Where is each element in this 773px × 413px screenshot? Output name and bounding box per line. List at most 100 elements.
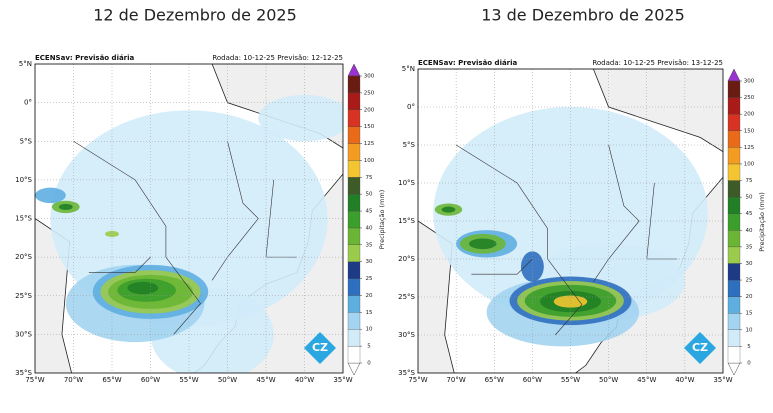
lat-label: 25°S bbox=[398, 293, 415, 301]
colorbar-segment bbox=[727, 147, 741, 165]
lon-label: 65°W bbox=[102, 376, 121, 384]
colorbar-segment bbox=[727, 346, 741, 364]
colorbar-tick-label: 125 bbox=[364, 141, 375, 147]
lat-label: 5°N bbox=[19, 60, 32, 68]
lat-label: 5°N bbox=[402, 65, 415, 73]
lon-label: 40°W bbox=[675, 376, 694, 384]
colorbar-segment bbox=[347, 194, 361, 212]
colorbar-tick-label: 5 bbox=[747, 344, 751, 350]
colorbar-tick-label: 35 bbox=[746, 244, 753, 250]
colorbar-segment bbox=[347, 75, 361, 94]
lat-label: 15°S bbox=[398, 217, 415, 225]
lat-label: 20°S bbox=[398, 255, 415, 263]
colorbar-tick-label: 45 bbox=[746, 211, 753, 217]
forecast-panel: 13 de Dezembro de 2025 ECENSav: Previsão … bbox=[398, 6, 766, 385]
colorbar-segment bbox=[347, 177, 361, 195]
colorbar-label: Precipitação (mm) bbox=[758, 192, 766, 252]
colorbar-segment bbox=[727, 180, 741, 198]
lat-label: 15°S bbox=[15, 215, 32, 223]
lon-label: 50°W bbox=[599, 376, 618, 384]
lat-label: 30°S bbox=[15, 330, 32, 338]
forecast-panel: 12 de Dezembro de 2025 ECENSav: Previsão … bbox=[15, 6, 386, 385]
lat-label: 35°S bbox=[398, 369, 415, 377]
colorbar-segment bbox=[727, 329, 741, 347]
colorbar-tick-label: 10 bbox=[366, 327, 373, 333]
colorbar-segment bbox=[727, 114, 741, 131]
colorbar-segment bbox=[727, 213, 741, 231]
colorbar-extend bbox=[727, 68, 741, 82]
colorbar-tick-label: 300 bbox=[364, 74, 375, 80]
lat-label: 20°S bbox=[15, 253, 32, 261]
colorbar-tick-label: 40 bbox=[746, 228, 753, 234]
run-label: Rodada: 10-12-25 Previsão: 12-12-25 bbox=[212, 54, 343, 62]
colorbar-tick-label: 125 bbox=[744, 145, 755, 151]
lat-label: 10°S bbox=[398, 179, 415, 187]
lat-label: 35°S bbox=[15, 369, 32, 377]
panel-title: 12 de Dezembro de 2025 bbox=[93, 6, 297, 25]
logo-text: CZ bbox=[692, 341, 708, 354]
colorbar-tick-label: 15 bbox=[746, 311, 753, 317]
map-frame bbox=[34, 63, 344, 374]
colorbar-tick-label: 30 bbox=[366, 259, 373, 265]
precip-area bbox=[469, 238, 497, 250]
colorbar-segment bbox=[347, 126, 361, 144]
logo-mark bbox=[304, 332, 336, 364]
lon-label: 45°W bbox=[256, 376, 275, 384]
precip-area bbox=[258, 94, 343, 142]
map-frame bbox=[417, 68, 724, 374]
colorbar-segment bbox=[727, 163, 741, 181]
colorbar-tick-label: 250 bbox=[744, 95, 755, 101]
lon-label: 40°W bbox=[295, 376, 314, 384]
lat-label: 10°S bbox=[15, 176, 32, 184]
colorbar-segment bbox=[347, 92, 361, 110]
colorbar-tick-label: 150 bbox=[364, 124, 375, 130]
colorbar-tick-label: 15 bbox=[366, 310, 373, 316]
colorbar-segment bbox=[347, 244, 361, 262]
lon-label: 50°W bbox=[218, 376, 237, 384]
colorbar-tick-label: 30 bbox=[746, 261, 753, 267]
lat-label: 5°S bbox=[403, 141, 416, 149]
colorbar-tick-label: 25 bbox=[366, 276, 373, 282]
colorbar-tick-label: 200 bbox=[744, 112, 755, 118]
colorbar-segment bbox=[347, 227, 361, 245]
model-label: ECENSav: Previsão diária bbox=[418, 59, 518, 67]
lon-label: 45°W bbox=[637, 376, 656, 384]
colorbar-segment bbox=[347, 278, 361, 296]
colorbar-tick-label: 10 bbox=[746, 327, 753, 333]
colorbar-segment bbox=[727, 313, 741, 330]
colorbar-tick-label: 45 bbox=[366, 209, 373, 215]
lon-label: 60°W bbox=[141, 376, 160, 384]
colorbar-segment bbox=[727, 279, 741, 297]
lat-label: 25°S bbox=[15, 292, 32, 300]
colorbar-tick-label: 300 bbox=[744, 79, 755, 85]
colorbar-segment bbox=[727, 97, 741, 115]
precip-area bbox=[553, 295, 588, 308]
colorbar-extend bbox=[347, 63, 361, 77]
panel-title: 13 de Dezembro de 2025 bbox=[481, 6, 685, 25]
precip-area bbox=[105, 230, 119, 238]
colorbar-segment bbox=[727, 263, 741, 281]
colorbar-tick-label: 35 bbox=[366, 242, 373, 248]
colorbar-tick-label: 50 bbox=[746, 195, 753, 201]
lat-label: 0° bbox=[407, 103, 415, 111]
colorbar-extend-min bbox=[347, 362, 361, 376]
colorbar-tick-label: 5 bbox=[367, 344, 371, 350]
map bbox=[35, 64, 343, 373]
colorbar-tick-label: 50 bbox=[366, 192, 373, 198]
colorbar-tick-label: 20 bbox=[746, 294, 753, 300]
lon-label: 55°W bbox=[561, 376, 580, 384]
colorbar-segment bbox=[347, 312, 361, 330]
colorbar-tick-label: 0 bbox=[367, 361, 371, 367]
colorbar-segment bbox=[727, 80, 741, 98]
colorbar-tick-label: 40 bbox=[366, 225, 373, 231]
colorbar-tick-label: 100 bbox=[364, 158, 375, 164]
colorbar-tick-label: 25 bbox=[746, 278, 753, 284]
colorbar-tick-label: 100 bbox=[744, 161, 755, 167]
model-label: ECENSav: Previsão diária bbox=[35, 54, 135, 62]
colorbar-tick-label: 250 bbox=[364, 90, 375, 96]
precip-area bbox=[441, 206, 456, 213]
colorbar-tick-label: 200 bbox=[364, 107, 375, 113]
precip-area bbox=[35, 187, 66, 204]
lon-label: 35°W bbox=[333, 376, 352, 384]
